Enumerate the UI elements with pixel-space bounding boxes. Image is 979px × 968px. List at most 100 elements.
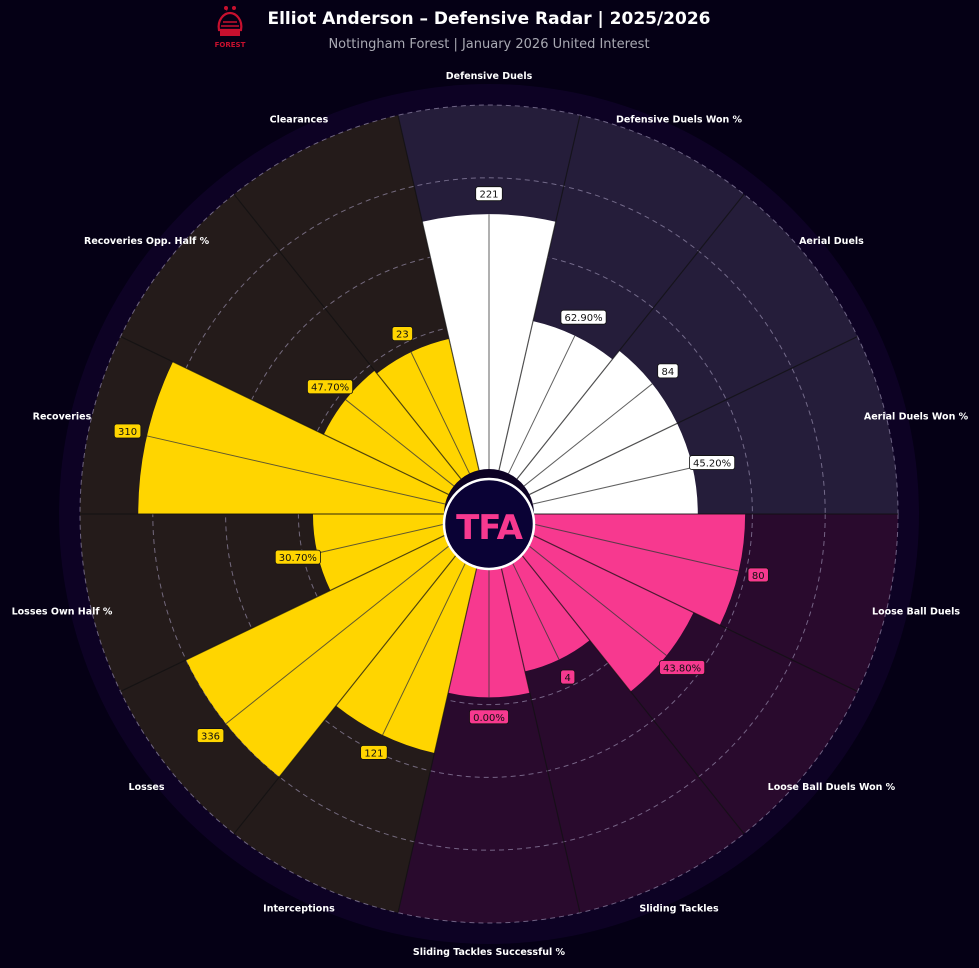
axis-line xyxy=(523,383,653,487)
value-label-box xyxy=(689,455,736,470)
bar-interceptions xyxy=(336,549,479,754)
value-label-text: 80 xyxy=(752,571,765,582)
category-label: Defensive Duels xyxy=(446,71,533,82)
axis-line xyxy=(508,335,576,474)
value-label: 43.80% xyxy=(659,660,706,675)
value-label-box xyxy=(196,728,225,743)
value-label-text: 62.90% xyxy=(564,313,602,324)
value-label-text: 23 xyxy=(396,330,409,341)
axis-line xyxy=(523,541,667,656)
radar-plot: Defensive Duels Defensive Duels Won % Aeri… xyxy=(12,71,969,958)
value-label: 45.20% xyxy=(689,455,736,470)
chart-title: Elliot Anderson – Defensive Radar | 2025… xyxy=(267,9,710,29)
axis-line xyxy=(532,467,693,505)
spoke-line xyxy=(516,193,745,480)
bar-recoveries-opp-half xyxy=(323,370,461,495)
category-label: Losses Own Half % xyxy=(12,606,113,617)
chart-subtitle: Nottingham Forest | January 2026 United … xyxy=(328,37,649,52)
category-label: Sliding Tackles Successful % xyxy=(413,947,566,958)
value-label-box xyxy=(274,549,321,565)
value-label-box xyxy=(475,186,503,202)
value-label-text: 336 xyxy=(201,732,220,743)
axis-line xyxy=(317,523,446,554)
spoke-line xyxy=(529,336,858,496)
bar-losses xyxy=(186,533,461,777)
value-label-text: 4 xyxy=(565,673,571,684)
bar-recoveries xyxy=(138,361,449,514)
value-label-text: 221 xyxy=(479,190,498,201)
center-logo: TFA xyxy=(442,477,536,571)
value-label-text: 121 xyxy=(364,748,383,759)
value-label: 310 xyxy=(113,423,142,439)
value-label-box xyxy=(469,709,509,725)
value-label-box xyxy=(747,567,769,583)
spoke-line xyxy=(529,532,858,692)
category-label: Loose Ball Duels Won % xyxy=(768,782,896,793)
bar-sliding-tackles xyxy=(499,549,590,672)
value-label-text: 43.80% xyxy=(663,664,701,675)
value-label: 23 xyxy=(391,326,413,341)
value-label: 30.70% xyxy=(274,549,321,565)
value-label-box xyxy=(391,326,413,341)
bar-aerial-duels xyxy=(517,350,678,495)
category-label: Recoveries xyxy=(33,412,92,423)
spoke-line xyxy=(516,548,745,835)
bar-losses-own-half xyxy=(312,514,449,591)
spoke-line xyxy=(498,115,581,471)
club-crest-logo: FOREST xyxy=(215,6,246,49)
spoke-line xyxy=(120,336,449,496)
bar-loose-ball-duels-won xyxy=(517,533,694,692)
sector-background xyxy=(397,557,581,924)
value-label: 0.00% xyxy=(469,709,509,725)
bar-loose-ball-duels xyxy=(529,514,746,626)
category-label: Loose Ball Duels xyxy=(872,606,960,617)
spoke-line xyxy=(397,115,480,471)
axis-line xyxy=(508,554,560,660)
axis-line xyxy=(225,541,455,725)
value-label-box xyxy=(560,669,576,685)
axis-line xyxy=(382,554,470,736)
axis-line xyxy=(532,523,739,572)
category-label: Aerial Duels Won % xyxy=(864,412,969,423)
bar-clearances xyxy=(376,338,479,479)
bar-defensive-duels-won xyxy=(499,321,613,479)
spoke-line xyxy=(120,532,449,692)
spoke-line xyxy=(498,557,581,913)
value-label: 84 xyxy=(657,363,679,379)
value-label: 221 xyxy=(475,186,503,202)
category-label: Defensive Duels Won % xyxy=(616,114,743,125)
value-label-box xyxy=(659,660,706,675)
axis-line xyxy=(410,351,470,474)
spoke-line xyxy=(233,548,462,835)
value-label-text: 0.00% xyxy=(473,713,505,724)
value-label-text: 84 xyxy=(662,367,675,378)
category-label: Sliding Tackles xyxy=(639,904,719,915)
value-label-box xyxy=(657,363,679,379)
value-label: 62.90% xyxy=(560,309,607,325)
category-label: Losses xyxy=(129,782,165,793)
category-label: Recoveries Opp. Half % xyxy=(84,236,210,247)
center-logo-text: TFA xyxy=(456,508,524,548)
axis-line xyxy=(146,435,446,505)
crest-text: FOREST xyxy=(215,41,246,49)
value-label: 80 xyxy=(747,567,769,583)
value-label: 121 xyxy=(360,745,388,760)
value-label-text: 30.70% xyxy=(279,553,317,564)
value-label: 47.70% xyxy=(307,379,354,395)
value-label-box xyxy=(360,745,388,760)
category-label: Clearances xyxy=(270,114,329,125)
spoke-line xyxy=(397,557,480,913)
axis-line xyxy=(345,399,455,487)
value-label-box xyxy=(307,379,354,395)
value-label: 336 xyxy=(196,728,225,743)
value-label-text: 45.20% xyxy=(693,459,731,470)
category-label: Aerial Duels xyxy=(799,236,864,247)
value-label-box xyxy=(113,423,142,439)
value-label-box xyxy=(560,309,607,325)
bar-aerial-duels-won xyxy=(529,423,698,514)
category-label: Interceptions xyxy=(263,904,335,915)
value-label-text: 47.70% xyxy=(311,383,349,394)
spoke-line xyxy=(233,193,462,480)
value-label: 4 xyxy=(560,669,576,685)
